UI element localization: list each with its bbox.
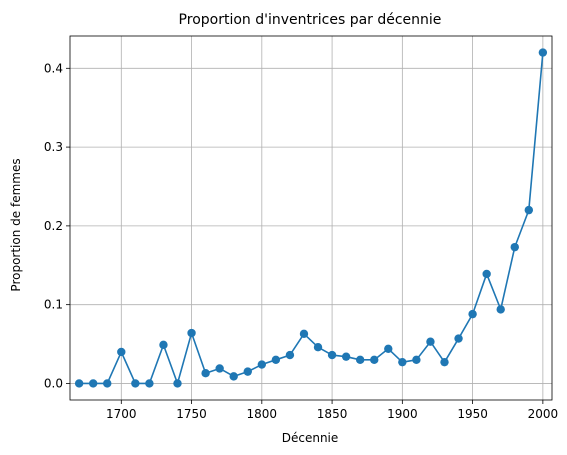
data-point <box>258 360 266 368</box>
y-tick-label: 0.3 <box>44 140 63 154</box>
grid-lines <box>70 36 552 400</box>
data-point <box>539 48 547 56</box>
data-point <box>468 310 476 318</box>
data-point <box>328 351 336 359</box>
data-point <box>342 352 350 360</box>
x-tick-label: 1800 <box>247 407 278 421</box>
data-point <box>145 379 153 387</box>
data-point <box>215 364 223 372</box>
data-point <box>131 379 139 387</box>
data-point <box>482 270 490 278</box>
plot-area <box>70 36 552 400</box>
x-tick-label: 1900 <box>387 407 418 421</box>
x-tick-label: 1750 <box>176 407 207 421</box>
data-point <box>356 356 364 364</box>
data-point <box>497 305 505 313</box>
series-line <box>79 53 543 384</box>
chart-title: Proportion d'inventrices par décennie <box>179 12 442 28</box>
data-point <box>412 356 420 364</box>
x-axis-label: Décennie <box>282 431 339 445</box>
data-point <box>89 379 97 387</box>
data-point <box>300 330 308 338</box>
data-point <box>187 329 195 337</box>
data-point <box>286 351 294 359</box>
data-point <box>201 369 209 377</box>
y-tick-label: 0.4 <box>44 61 63 75</box>
data-point <box>384 345 392 353</box>
data-point <box>230 372 238 380</box>
data-point <box>314 343 322 351</box>
data-point <box>103 379 111 387</box>
data-point <box>398 358 406 366</box>
data-point <box>525 206 533 214</box>
x-tick-label: 1700 <box>106 407 137 421</box>
data-point <box>244 367 252 375</box>
y-tick-label: 0.0 <box>44 376 63 390</box>
data-point <box>511 243 519 251</box>
data-point <box>454 334 462 342</box>
data-point <box>117 348 125 356</box>
data-series <box>75 48 547 387</box>
y-axis-label: Proportion de femmes <box>9 158 23 291</box>
data-point <box>426 337 434 345</box>
data-point <box>440 358 448 366</box>
data-point <box>173 379 181 387</box>
data-point <box>159 341 167 349</box>
y-tick-label: 0.1 <box>44 298 63 312</box>
x-tick-label: 1950 <box>457 407 488 421</box>
x-tick-label: 1850 <box>317 407 348 421</box>
data-point <box>75 379 83 387</box>
data-point <box>370 356 378 364</box>
x-tick-label: 2000 <box>528 407 559 421</box>
data-point <box>272 356 280 364</box>
y-tick-label: 0.2 <box>44 219 63 233</box>
